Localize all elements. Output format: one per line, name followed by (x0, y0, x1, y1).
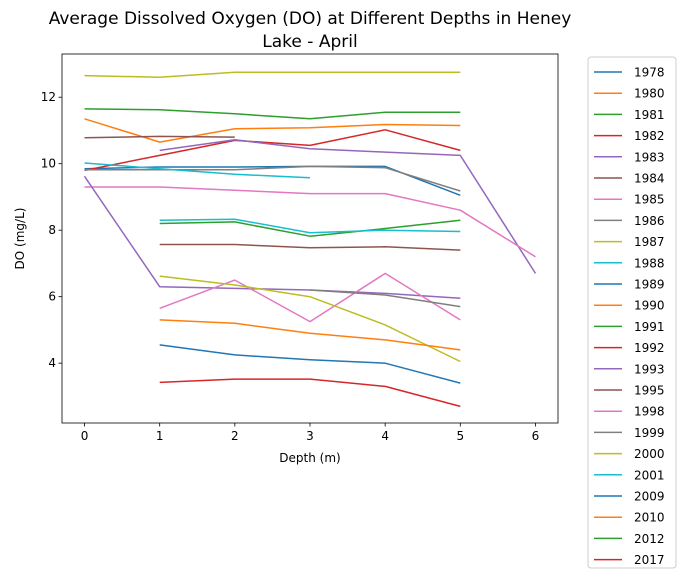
series-line-2009 (159, 344, 461, 384)
legend-label-1992: 1992 (634, 341, 665, 355)
series-line-1988 (84, 162, 311, 179)
legend-label-2001: 2001 (634, 468, 665, 482)
series-line-1985 (84, 186, 536, 258)
series-line-1995 (159, 243, 461, 251)
y-tick-label: 12 (41, 90, 56, 104)
series-line-1983 (159, 139, 537, 274)
series-line-1998 (159, 272, 461, 323)
legend-label-2010: 2010 (634, 511, 665, 525)
series-line-1993 (83, 175, 461, 300)
series-line-1980 (84, 118, 461, 143)
legend-label-2000: 2000 (634, 447, 665, 461)
series-line-1982 (84, 129, 461, 172)
x-tick-label: 4 (381, 429, 389, 443)
y-tick-label: 6 (48, 290, 56, 304)
legend-label-1998: 1998 (634, 405, 665, 419)
series-line-1986 (84, 165, 461, 192)
series-line-1987 (84, 71, 461, 79)
series-line-1984 (84, 135, 235, 139)
x-axis-label: Depth (m) (279, 451, 340, 465)
legend-label-1987: 1987 (634, 235, 665, 249)
series-line-2010 (159, 319, 461, 351)
legend: 1978 1980 1981 1982 1983 1984 1985 1986 1987 1988… (587, 56, 677, 569)
x-tick-label: 2 (231, 429, 239, 443)
chart-title-line-2: Lake - April (262, 32, 357, 52)
legend-label-1980: 1980 (634, 87, 665, 101)
x-tick-label: 0 (81, 429, 89, 443)
legend-label-1982: 1982 (634, 129, 665, 143)
series-line-2001 (159, 218, 461, 234)
legend-label-1989: 1989 (634, 278, 665, 292)
y-axis-label: DO (mg/L) (13, 208, 27, 270)
legend-label-1999: 1999 (634, 426, 665, 440)
legend-label-1983: 1983 (634, 150, 665, 164)
series-line-1999 (309, 289, 461, 308)
x-tick-label: 3 (306, 429, 314, 443)
x-tick-label: 1 (156, 429, 164, 443)
legend-label-1978: 1978 (634, 66, 665, 80)
legend-label-1984: 1984 (634, 172, 665, 186)
series-line-1991 (159, 219, 461, 237)
plot-area-frame (61, 53, 559, 424)
legend-label-1990: 1990 (634, 299, 665, 313)
legend-label-1993: 1993 (634, 362, 665, 376)
y-tick-label: 4 (48, 356, 56, 370)
legend-label-2009: 2009 (634, 490, 665, 504)
legend-label-1988: 1988 (634, 256, 665, 270)
series-lines (83, 71, 537, 408)
legend-label-1981: 1981 (634, 108, 665, 122)
legend-label-1991: 1991 (634, 320, 665, 334)
y-tick-label: 10 (41, 157, 56, 171)
legend-label-1995: 1995 (634, 384, 665, 398)
legend-label-2017: 2017 (634, 553, 665, 567)
x-tick-label: 5 (456, 429, 464, 443)
series-line-1978 (84, 165, 461, 196)
series-line-2000 (159, 275, 461, 363)
x-tick-label: 6 (532, 429, 540, 443)
legend-label-2012: 2012 (634, 532, 665, 546)
series-line-2017 (159, 378, 461, 408)
y-tick-label: 8 (48, 223, 56, 237)
legend-label-1986: 1986 (634, 214, 665, 228)
chart-title-line-1: Average Dissolved Oxygen (DO) at Differe… (49, 9, 572, 29)
series-line-1981 (84, 108, 461, 120)
legend-frame (587, 56, 677, 569)
legend-label-1985: 1985 (634, 193, 665, 207)
